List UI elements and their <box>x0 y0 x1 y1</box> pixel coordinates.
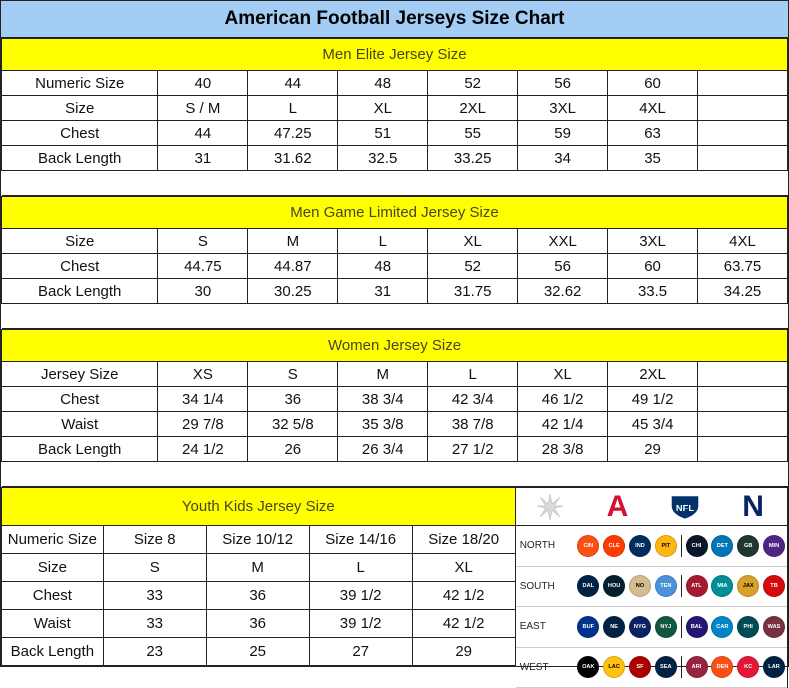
svg-text:NFL: NFL <box>676 503 694 513</box>
